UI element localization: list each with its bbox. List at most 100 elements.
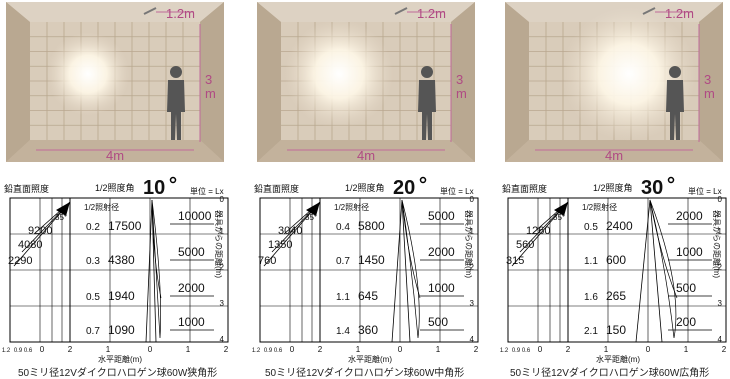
half-radius-value: 0.2 (86, 222, 100, 233)
degree-symbol (419, 176, 427, 184)
isolux-contour-2 (401, 199, 421, 299)
y-tick-label: 1 (220, 227, 225, 236)
beam-angle-value: 30 (641, 177, 663, 199)
y-tick-label: 1 (718, 227, 723, 236)
vertical-illuminance-value: 760 (258, 255, 276, 267)
room-floor (505, 140, 723, 162)
x-tick-label: 0 (538, 345, 543, 354)
width-label: 1.2m (166, 6, 195, 21)
x-tick-label: 0 (646, 345, 651, 354)
half-radius-value: 1.4 (336, 326, 350, 337)
floor-label: 4m (106, 148, 124, 162)
vertical-illuminance-value: 2290 (8, 255, 32, 267)
center-illuminance-value: 4380 (108, 253, 135, 267)
y-axis-label: 器具からの距離(m) (464, 210, 474, 278)
y-tick-label: 3 (470, 299, 475, 308)
center-illuminance-value: 600 (606, 253, 626, 267)
y-tick-label: 2 (470, 263, 475, 272)
vertical-illuminance-value: 1350 (268, 239, 292, 251)
person-body (418, 80, 436, 140)
center-illuminance-value: 2400 (606, 219, 633, 233)
y-tick-label: 3 (220, 299, 225, 308)
unit-label: 単位 = Lx (190, 186, 224, 196)
room-illustration-narrow: 1.2m 3 m 4m (6, 2, 224, 162)
x-tick-label: 1 (186, 345, 191, 354)
room-illustration-wide: 1.2m 3 m 4m (505, 2, 723, 162)
vertical-illuminance-label: 鉛直面照度 (502, 183, 547, 194)
contour-label: 2000 (676, 209, 703, 223)
caption-narrow: 50ミリ径12Vダイクロハロゲン球60W狭角形 (18, 368, 218, 379)
room-left-wall (6, 2, 30, 162)
angle-35-label: 35° (55, 213, 67, 222)
half-radius-value: 0.7 (336, 256, 350, 267)
ceiling-fixture (394, 7, 408, 15)
y-tick-label: 4 (220, 335, 225, 344)
room-right-wall (200, 2, 224, 162)
center-illuminance-value: 265 (606, 289, 626, 303)
half-radius-value: 0.7 (86, 326, 100, 337)
height-label: 3 (456, 72, 463, 87)
contour-label: 500 (428, 315, 448, 329)
vertical-illuminance-value: 315 (506, 255, 524, 267)
contour-label: 10000 (178, 209, 212, 223)
room-right-wall (451, 2, 475, 162)
half-radius-value: 1.6 (584, 292, 598, 303)
x-tick-label: 1 (356, 345, 361, 354)
height-unit: m (205, 86, 216, 101)
width-label: 1.2m (417, 6, 446, 21)
half-radius-label: 1/2照射径 (582, 202, 617, 212)
x-tick-label: 0.6 (274, 348, 283, 354)
half-radius-value: 0.3 (86, 256, 100, 267)
center-illuminance-value: 150 (606, 323, 626, 337)
angle-35-label: 35° (553, 213, 565, 222)
half-angle-label: 1/2照度角 (593, 182, 633, 193)
vertical-ray-2 (519, 201, 569, 253)
x-tick-label: 1 (684, 345, 689, 354)
x-tick-label: 0.6 (24, 348, 33, 354)
angle-35-label: 35° (305, 213, 317, 222)
room-right-wall (699, 2, 723, 162)
isolux-contour-2 (649, 199, 678, 299)
height-unit: m (456, 86, 467, 101)
half-radius-value: 1.1 (336, 292, 350, 303)
degree-symbol (169, 176, 177, 184)
isolux-contour-2 (151, 199, 162, 299)
isolux-contour (151, 199, 161, 339)
x-tick-label: 1.2 (2, 348, 11, 354)
vertical-illuminance-value: 9200 (28, 225, 52, 237)
half-radius-value: 0.4 (336, 222, 350, 233)
contour-label: 1000 (676, 245, 703, 259)
unit-label: 単位 = Lx (440, 186, 474, 196)
x-axis-label: 水平距離(m) (348, 354, 392, 364)
vertical-ray-2 (21, 201, 71, 253)
light-spot (284, 19, 394, 129)
person-body (167, 80, 185, 140)
room-illustration-medium: 1.2m 3 m 4m (257, 2, 475, 162)
vertical-ray-1 (511, 201, 569, 267)
half-radius-value: 0.5 (86, 292, 100, 303)
center-illuminance-value: 645 (358, 289, 378, 303)
x-tick-label: 0 (290, 345, 295, 354)
x-axis-label: 水平距離(m) (98, 354, 142, 364)
x-tick-label: 0.9 (14, 348, 23, 354)
vertical-illuminance-label: 鉛直面照度 (4, 183, 49, 194)
vertical-illuminance-value: 1260 (526, 225, 550, 237)
y-tick-label: 2 (220, 263, 225, 272)
y-tick-label: 4 (718, 335, 723, 344)
height-unit: m (704, 86, 715, 101)
unit-label: 単位 = Lx (688, 186, 722, 196)
x-axis-label: 水平距離(m) (596, 354, 640, 364)
vertical-ray-1 (263, 201, 321, 267)
vertical-illuminance-value: 560 (516, 239, 534, 251)
y-tick-label: 4 (470, 335, 475, 344)
room-ceiling (257, 2, 475, 22)
photometric-panel-medium: 鉛直面照度 1/2照度角 20 単位 = Lx 1/2照射径 35° 3040 1350 760… (250, 168, 480, 378)
floor-label: 4m (605, 148, 623, 162)
half-radius-value: 1.1 (584, 256, 598, 267)
ceiling-fixture (642, 7, 656, 15)
x-tick-label: 1.2 (252, 348, 261, 354)
x-tick-label: 1 (436, 345, 441, 354)
contour-label: 1000 (178, 315, 205, 329)
half-angle-label: 1/2照度角 (95, 182, 135, 193)
vertical-illuminance-value: 4080 (18, 239, 42, 251)
